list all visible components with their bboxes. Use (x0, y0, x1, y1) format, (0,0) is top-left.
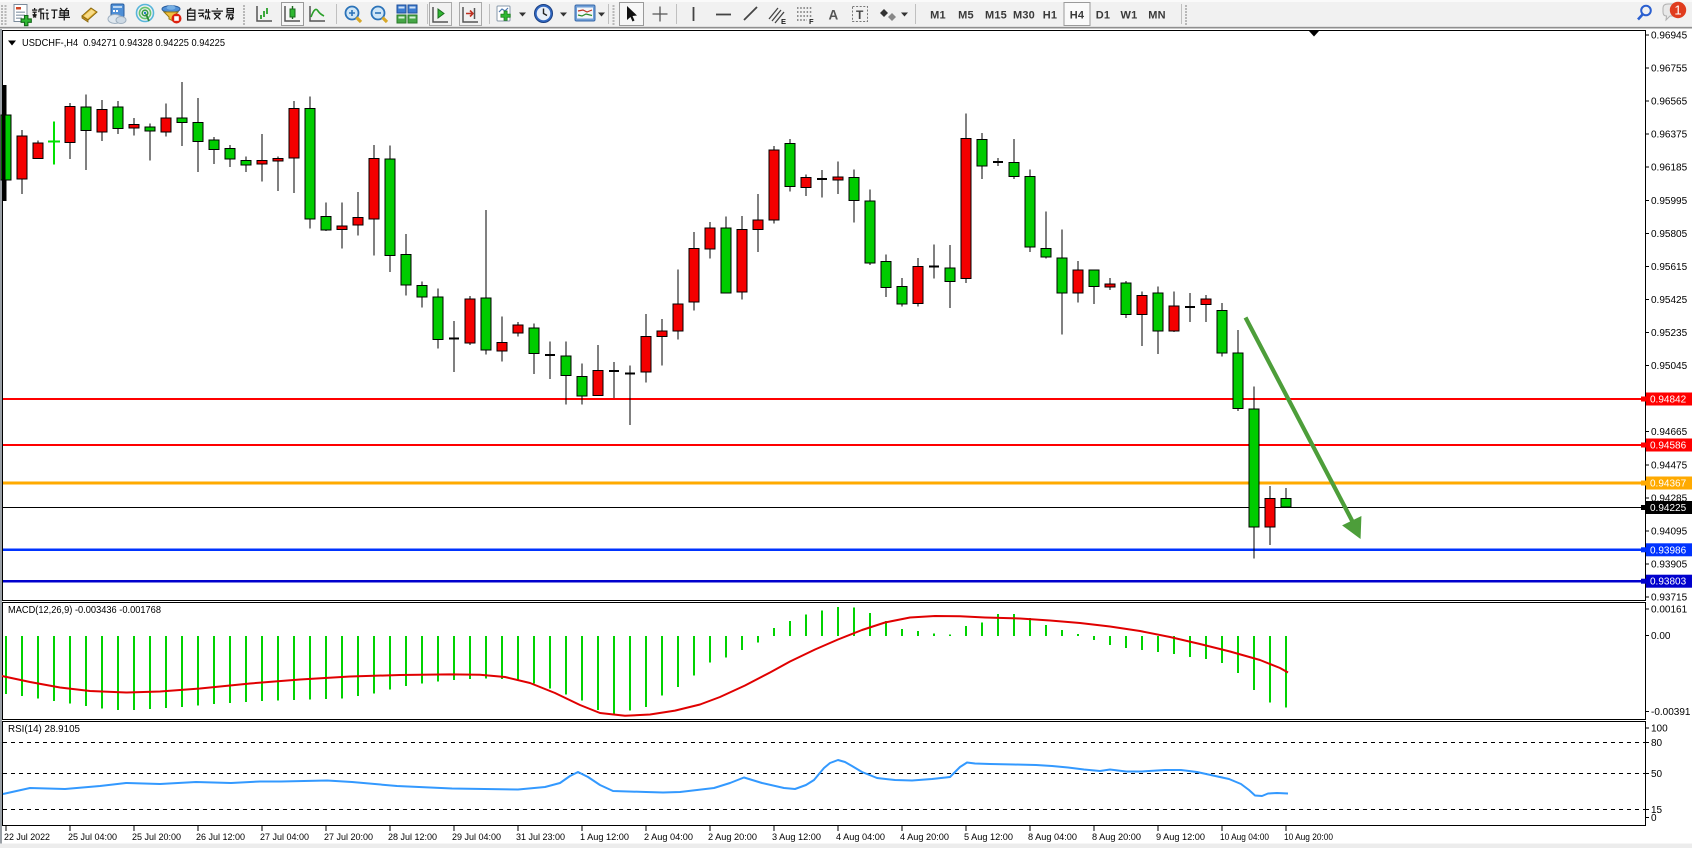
svg-text:USDCHF-,H4 0.94271 0.94328 0.: USDCHF-,H4 0.94271 0.94328 0.94225 0.942… (22, 37, 225, 49)
svg-text:0: 0 (1651, 813, 1657, 824)
svg-text:MACD(12,26,9) -0.003436 -0.001: MACD(12,26,9) -0.003436 -0.001768 (8, 605, 161, 616)
svg-text:80: 80 (1651, 738, 1663, 749)
svg-text:0.94225: 0.94225 (1650, 503, 1687, 514)
svg-text:-0.00391: -0.00391 (1651, 707, 1691, 718)
svg-text:8 Aug 20:00: 8 Aug 20:00 (1092, 832, 1141, 843)
svg-text:1: 1 (1674, 3, 1681, 18)
svg-text:0.93986: 0.93986 (1650, 545, 1687, 556)
svg-text:4 Aug 04:00: 4 Aug 04:00 (836, 832, 885, 843)
svg-text:2 Aug 04:00: 2 Aug 04:00 (644, 832, 693, 843)
svg-text:A: A (829, 8, 839, 23)
svg-text:15: 15 (1651, 805, 1663, 816)
svg-text:10 Aug 04:00: 10 Aug 04:00 (1220, 832, 1269, 843)
svg-text:W1: W1 (1121, 10, 1138, 22)
svg-text:F: F (809, 17, 814, 26)
svg-text:5 Aug 12:00: 5 Aug 12:00 (964, 832, 1013, 843)
svg-text:50: 50 (1651, 769, 1663, 780)
svg-text:1 Aug 12:00: 1 Aug 12:00 (580, 832, 629, 843)
svg-text:0.93803: 0.93803 (1650, 577, 1687, 588)
svg-text:M15: M15 (985, 10, 1007, 22)
svg-text:0.93715: 0.93715 (1651, 593, 1688, 604)
svg-text:3 Aug 12:00: 3 Aug 12:00 (772, 832, 821, 843)
svg-text:29 Jul 04:00: 29 Jul 04:00 (452, 832, 501, 843)
svg-text:0.94586: 0.94586 (1650, 441, 1687, 452)
svg-text:D1: D1 (1096, 10, 1110, 22)
svg-text:8 Aug 04:00: 8 Aug 04:00 (1028, 832, 1077, 843)
svg-text:0.94285: 0.94285 (1651, 493, 1688, 504)
svg-text:0.95615: 0.95615 (1651, 262, 1688, 273)
svg-text:100: 100 (1651, 724, 1668, 735)
svg-text:0.95805: 0.95805 (1651, 229, 1688, 240)
svg-text:0.95045: 0.95045 (1651, 361, 1688, 372)
svg-text:0.96375: 0.96375 (1651, 130, 1688, 141)
svg-text:0.96185: 0.96185 (1651, 163, 1688, 174)
svg-text:31 Jul 23:00: 31 Jul 23:00 (516, 832, 565, 843)
svg-text:0.96565: 0.96565 (1651, 97, 1688, 108)
svg-text:9 Aug 12:00: 9 Aug 12:00 (1156, 832, 1205, 843)
svg-text:25 Jul 20:00: 25 Jul 20:00 (132, 832, 181, 843)
svg-text:26 Jul 12:00: 26 Jul 12:00 (196, 832, 245, 843)
svg-text:0.93905: 0.93905 (1651, 559, 1688, 570)
svg-text:E: E (781, 17, 786, 26)
svg-text:2 Aug 20:00: 2 Aug 20:00 (708, 832, 757, 843)
svg-text:0.95425: 0.95425 (1651, 295, 1688, 306)
svg-text:0.94475: 0.94475 (1651, 460, 1688, 471)
svg-text:MN: MN (1148, 10, 1166, 22)
svg-text:M5: M5 (958, 10, 974, 22)
svg-text:T: T (856, 8, 864, 22)
svg-text:M30: M30 (1013, 10, 1035, 22)
svg-text:0.95235: 0.95235 (1651, 328, 1688, 339)
svg-text:0.96945: 0.96945 (1651, 31, 1688, 42)
svg-text:0.94842: 0.94842 (1650, 395, 1687, 406)
svg-text:RSI(14) 28.9105: RSI(14) 28.9105 (8, 724, 80, 735)
svg-text:25 Jul 04:00: 25 Jul 04:00 (68, 832, 117, 843)
svg-text:0.00161: 0.00161 (1651, 605, 1688, 616)
svg-text:27 Jul 04:00: 27 Jul 04:00 (260, 832, 309, 843)
svg-text:0.94095: 0.94095 (1651, 526, 1688, 537)
svg-text:M1: M1 (930, 10, 946, 22)
svg-text:0.94665: 0.94665 (1651, 427, 1688, 438)
svg-text:0.00: 0.00 (1651, 631, 1671, 642)
svg-text:27 Jul 20:00: 27 Jul 20:00 (324, 832, 373, 843)
svg-text:H4: H4 (1070, 10, 1085, 22)
svg-text:0.95995: 0.95995 (1651, 196, 1688, 207)
svg-text:4 Aug 20:00: 4 Aug 20:00 (900, 832, 949, 843)
svg-text:22 Jul 2022: 22 Jul 2022 (4, 832, 50, 843)
svg-text:0.94367: 0.94367 (1650, 479, 1687, 490)
svg-text:0.96755: 0.96755 (1651, 64, 1688, 75)
svg-text:10 Aug 20:00: 10 Aug 20:00 (1284, 832, 1333, 843)
svg-text:H1: H1 (1043, 10, 1057, 22)
svg-text:28 Jul 12:00: 28 Jul 12:00 (388, 832, 437, 843)
